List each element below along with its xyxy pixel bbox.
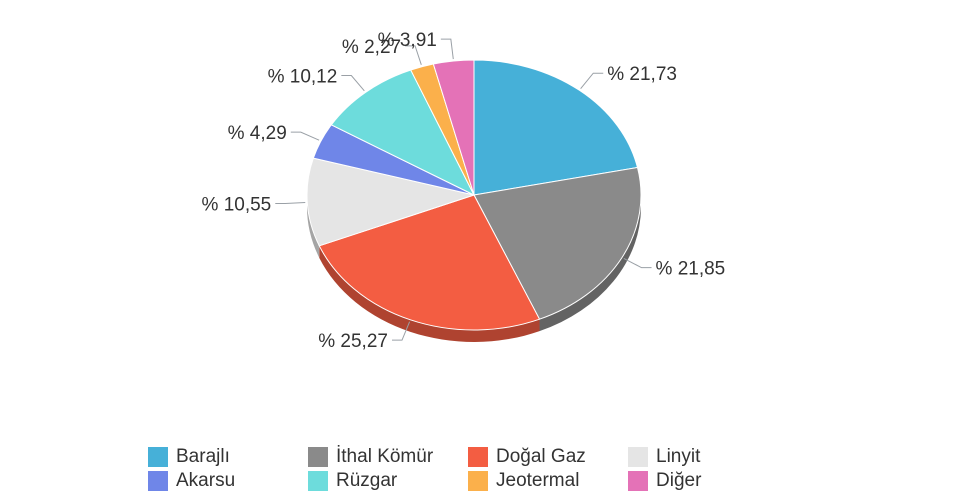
- legend-swatch: [468, 447, 488, 467]
- pie-connectors-layer: [275, 38, 652, 341]
- pie-slice-ruzgar[interactable]: [330, 69, 476, 197]
- legend-label: Diğer: [656, 470, 702, 491]
- pie-slices-layer: [306, 59, 642, 331]
- legend-item-ithal-komur[interactable]: İthal Kömür: [308, 446, 468, 468]
- pie-label-connector: [341, 75, 365, 92]
- legend-item-diger[interactable]: Diğer: [628, 470, 758, 492]
- legend-item-jeotermal[interactable]: Jeotermal: [468, 470, 628, 492]
- pie-label-connector: [275, 201, 306, 205]
- pie-data-label-i-thal-komur: % 21,85: [656, 259, 726, 280]
- pie-slice-diger[interactable]: [432, 59, 475, 196]
- pie-slice-barajli[interactable]: [473, 59, 639, 196]
- pie-slice-side-linyit: [307, 195, 320, 258]
- legend-label: Linyit: [656, 446, 701, 467]
- pie-data-label-akarsu: % 4,29: [228, 123, 287, 144]
- legend-swatch: [628, 447, 648, 467]
- pie-slice-side-dogal-gaz: [319, 245, 540, 342]
- pie-data-label-linyit: % 10,55: [202, 195, 272, 216]
- pie-data-label-ruzgar: % 10,12: [268, 67, 338, 88]
- legend-label: Akarsu: [176, 470, 236, 491]
- pie-data-label-jeotermal: % 2,27: [342, 37, 401, 58]
- legend-item-linyit[interactable]: Linyit: [628, 446, 758, 468]
- pie-slice-i-thal-komur[interactable]: [473, 166, 642, 320]
- legend-swatch: [148, 471, 168, 491]
- legend-label: Jeotermal: [496, 470, 580, 491]
- pie-slice-linyit[interactable]: [306, 157, 476, 247]
- pie-depth-layer: [307, 195, 641, 342]
- pie-label-connector: [290, 131, 320, 141]
- pie-label-connector: [440, 38, 454, 60]
- legend-item-dogal-gaz[interactable]: Doğal Gaz: [468, 446, 628, 468]
- legend: Barajlı İthal Kömür Doğal Gaz Linyit Aka…: [148, 446, 758, 492]
- legend-swatch: [148, 447, 168, 467]
- pie-data-label-barajli: % 21,73: [607, 64, 677, 85]
- legend-item-barajli[interactable]: Barajlı: [148, 446, 308, 468]
- pie-slice-side-i-thal-komur: [539, 195, 641, 332]
- legend-swatch: [308, 447, 328, 467]
- pie-slice-dogal-gaz[interactable]: [318, 194, 541, 331]
- pie-label-connector: [580, 72, 604, 90]
- pie-label-connector: [405, 45, 422, 65]
- legend-swatch: [468, 471, 488, 491]
- legend-label: Doğal Gaz: [496, 446, 586, 467]
- pie-data-label-diger: % 3,91: [378, 30, 437, 51]
- legend-label: Rüzgar: [336, 470, 398, 491]
- legend-item-ruzgar[interactable]: Rüzgar: [308, 470, 468, 492]
- pie-labels-layer: % 21,73 % 21,85 % 25,27 % 10,55 % 4,29 % 10,1…: [202, 30, 726, 352]
- legend-label: İthal Kömür: [336, 446, 434, 467]
- pie-data-label-dogal-gaz: % 25,27: [318, 331, 388, 352]
- legend-swatch: [308, 471, 328, 491]
- legend-swatch: [628, 471, 648, 491]
- pie-label-connector: [391, 321, 411, 341]
- pie-label-connector: [623, 257, 652, 269]
- legend-label: Barajlı: [176, 446, 230, 467]
- legend-item-akarsu[interactable]: Akarsu: [148, 470, 308, 492]
